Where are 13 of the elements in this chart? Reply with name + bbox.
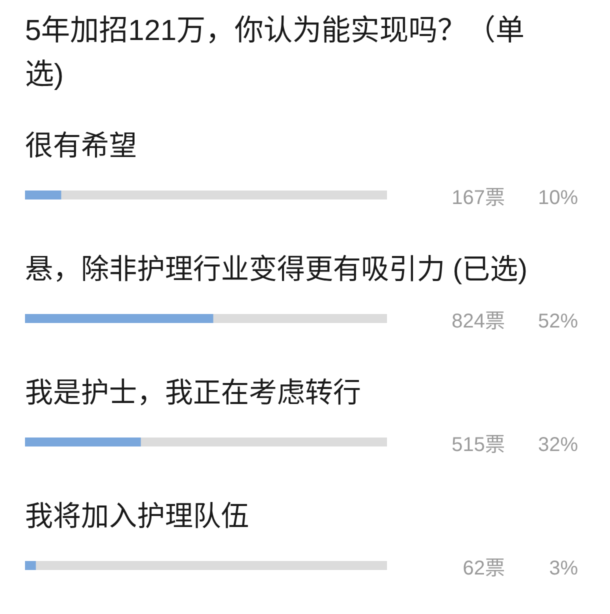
- value-label: 32%: [538, 434, 578, 456]
- value-label: 3%: [549, 558, 578, 580]
- category-label: 很有希望: [25, 130, 137, 161]
- category-label: 我将加入护理队伍: [25, 500, 249, 532]
- category-label: 我是护士，我正在考虑转行: [25, 377, 361, 408]
- title: 5年加招121万，你认为能实现吗？（单选): [25, 15, 525, 91]
- annotation: 515票: [452, 434, 505, 456]
- value-label: 52%: [538, 310, 578, 332]
- annotation: 824票: [452, 310, 505, 332]
- annotation: 167票: [452, 187, 505, 209]
- category-label: 悬，除非护理行业变得更有吸引力 (已选): [25, 254, 528, 284]
- annotation: 62票: [462, 558, 505, 580]
- value-label: 10%: [538, 187, 578, 209]
